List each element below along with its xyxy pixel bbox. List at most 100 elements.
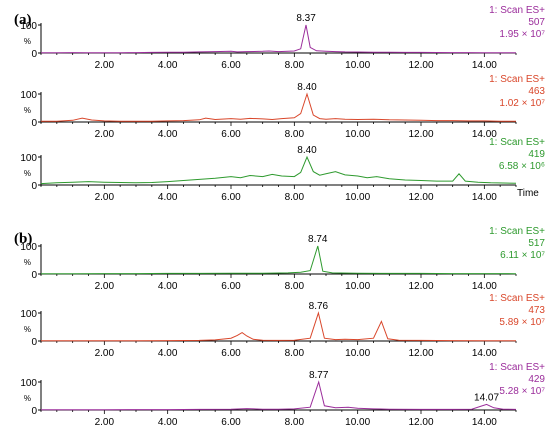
mass-label: 473: [528, 305, 545, 316]
trace-panel-1-3: 100 0% 2.00 4.00 6.00 8.00 10.00 12.00 14.00 8.40…: [20, 137, 545, 203]
trace-line: [41, 245, 517, 275]
x-tick-label: 2.00: [95, 192, 115, 203]
x-tick-label: 8.00: [285, 192, 305, 203]
scan-mode-label: 1: Scan ES+: [489, 293, 545, 304]
intensity-label: 5.28 × 10⁷: [499, 386, 545, 397]
mass-label: 463: [528, 86, 545, 97]
x-tick-label: 2.00: [95, 417, 115, 428]
y-tick-label-100: 100: [20, 90, 37, 101]
x-tick-label: 2.00: [95, 348, 115, 359]
y-tick-label-100: 100: [20, 21, 37, 32]
x-tick-label: 14.00: [472, 192, 497, 203]
mass-label: 429: [528, 374, 545, 385]
x-tick-label: 8.00: [285, 417, 305, 428]
scan-mode-label: 1: Scan ES+: [489, 74, 545, 85]
x-tick-label: 14.00: [472, 281, 497, 292]
x-tick-label: 14.00: [472, 417, 497, 428]
x-tick-label: 10.00: [345, 192, 370, 203]
mass-label: 507: [528, 17, 545, 28]
mass-label: 419: [528, 149, 545, 160]
y-tick-label-100: 100: [20, 242, 37, 253]
trace-line: [40, 155, 517, 185]
x-tick-label: 10.00: [345, 348, 370, 359]
intensity-label: 6.58 × 10⁶: [499, 161, 545, 172]
x-tick-label: 8.00: [285, 129, 305, 140]
x-tick-label: 10.00: [345, 281, 370, 292]
scan-mode-label: 1: Scan ES+: [489, 5, 545, 16]
trace-panel-2-1: 100 0% 2.00 4.00 6.00 8.00 10.00 12.00 14.00 8.74…: [20, 226, 545, 292]
y-tick-label-0: 0: [31, 118, 37, 129]
x-tick-label: 12.00: [408, 60, 433, 71]
x-tick-label: 12.00: [408, 129, 433, 140]
chromatogram-traces: 100 0% 2.00 4.00 6.00 8.00 10.00 12.00 14.00 8.37…: [20, 5, 545, 428]
mass-label: 517: [528, 238, 545, 249]
x-tick-label: 6.00: [221, 129, 241, 140]
y-unit-label: %: [24, 258, 31, 267]
y-unit-label: %: [24, 394, 31, 403]
peak-label: 8.40: [297, 82, 317, 93]
x-tick-label: 10.00: [345, 417, 370, 428]
x-tick-label: 4.00: [158, 60, 178, 71]
intensity-label: 5.89 × 10⁷: [499, 317, 545, 328]
trace-panel-1-2: 100 0% 2.00 4.00 6.00 8.00 10.00 12.00 14.00 8.40…: [20, 74, 545, 140]
y-tick-label-0: 0: [31, 270, 37, 281]
y-tick-label-0: 0: [31, 406, 37, 417]
y-tick-label-100: 100: [20, 378, 37, 389]
x-tick-label: 6.00: [221, 348, 241, 359]
peak-label: 8.40: [297, 145, 317, 156]
y-unit-label: %: [24, 325, 31, 334]
x-tick-label: 12.00: [408, 192, 433, 203]
trace-line: [41, 380, 517, 411]
intensity-label: 6.11 × 10⁷: [500, 250, 545, 261]
trace-line: [41, 92, 516, 122]
scan-mode-label: 1: Scan ES+: [489, 226, 545, 237]
x-tick-label: 14.00: [472, 129, 497, 140]
trace-line: [41, 311, 516, 342]
x-tick-label: 12.00: [408, 281, 433, 292]
x-tick-label: 8.00: [285, 60, 305, 71]
y-unit-label: %: [24, 37, 31, 46]
x-tick-label: 4.00: [158, 417, 178, 428]
panel-label-b: (b): [14, 231, 32, 247]
y-tick-label-0: 0: [31, 49, 37, 60]
peak-label: 8.74: [308, 234, 328, 245]
x-tick-label: 10.00: [345, 60, 370, 71]
x-tick-label: 6.00: [221, 281, 241, 292]
trace-panel-2-2: 100 0% 2.00 4.00 6.00 8.00 10.00 12.00 14.00 8.76…: [20, 293, 545, 359]
x-tick-label: 2.00: [95, 129, 115, 140]
trace-panel-2-3: 100 0% 2.00 4.00 6.00 8.00 10.00 12.00 14.00 8.77…: [20, 362, 545, 428]
intensity-label: 1.95 × 10⁷: [499, 29, 545, 40]
y-tick-label-0: 0: [31, 337, 37, 348]
x-tick-label: 4.00: [158, 281, 178, 292]
x-tick-label: 2.00: [95, 60, 115, 71]
x-tick-label: 6.00: [221, 192, 241, 203]
y-tick-label-100: 100: [20, 309, 37, 320]
scan-mode-label: 1: Scan ES+: [489, 137, 545, 148]
y-unit-label: %: [24, 169, 31, 178]
intensity-label: 1.02 × 10⁷: [499, 98, 545, 109]
x-tick-label: 12.00: [408, 417, 433, 428]
trace-line: [41, 24, 516, 54]
x-tick-label: 14.00: [472, 348, 497, 359]
x-tick-label: 10.00: [345, 129, 370, 140]
x-tick-label: 2.00: [95, 281, 115, 292]
x-tick-label: 4.00: [158, 192, 178, 203]
y-unit-label: %: [24, 106, 31, 115]
x-tick-label: 4.00: [158, 129, 178, 140]
x-tick-label: 12.00: [408, 348, 433, 359]
panel-label-a: (a): [14, 12, 32, 28]
x-tick-label: 4.00: [158, 348, 178, 359]
x-tick-label: 14.00: [472, 60, 497, 71]
trace-panel-1-1: 100 0% 2.00 4.00 6.00 8.00 10.00 12.00 14.00 8.37…: [20, 5, 545, 71]
x-tick-label: 8.00: [285, 281, 305, 292]
peak-label: 8.37: [296, 13, 316, 24]
y-tick-label-0: 0: [31, 181, 37, 192]
x-tick-label: 6.00: [221, 417, 241, 428]
peak-label-2: 14.07: [474, 392, 499, 403]
x-tick-label: 6.00: [221, 60, 241, 71]
scan-mode-label: 1: Scan ES+: [489, 362, 545, 373]
peak-label: 8.77: [309, 370, 329, 381]
peak-label: 8.76: [309, 301, 329, 312]
x-axis-label-time: Time: [517, 188, 539, 199]
